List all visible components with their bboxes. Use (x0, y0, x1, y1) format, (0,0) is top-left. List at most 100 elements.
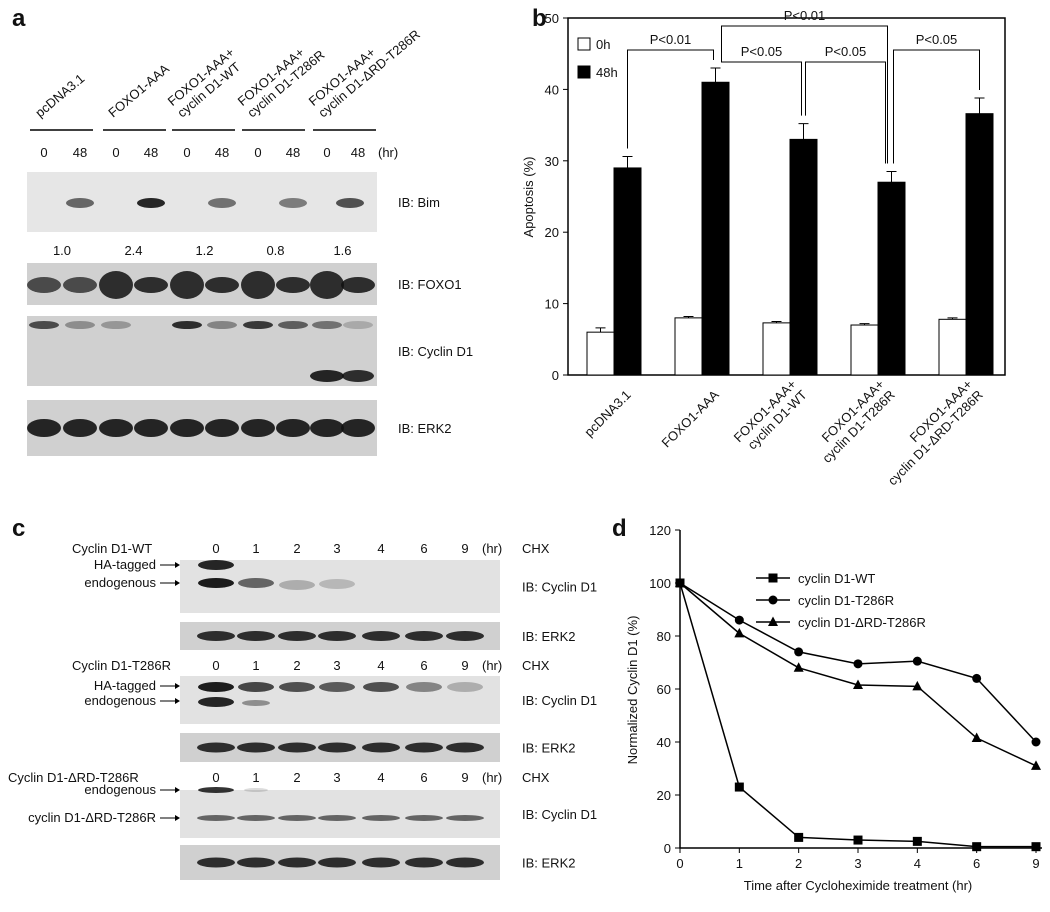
treatment: CHX (522, 541, 550, 556)
band-label: HA-tagged (94, 678, 156, 693)
p-value: P<0.01 (784, 8, 826, 23)
band (362, 815, 400, 821)
time-point: 2 (293, 770, 300, 785)
blot-label: IB: Cyclin D1 (522, 807, 597, 822)
y-tick-label: 30 (545, 154, 559, 169)
marker (853, 659, 863, 669)
bar (938, 318, 967, 376)
band (446, 815, 484, 821)
y-tick-label: 100 (649, 576, 671, 591)
bar (586, 331, 615, 376)
time-point: 9 (461, 770, 468, 785)
time-label: 0 (254, 145, 261, 160)
lane-group-line: pcDNA3.1 (32, 71, 87, 121)
blot-label: IB: Cyclin D1 (398, 344, 473, 359)
x-tick-label: 2 (795, 856, 802, 871)
band (312, 321, 342, 329)
bim-quant: 1.0 (53, 243, 71, 258)
legend-label: 0h (596, 37, 610, 52)
y-tick-label: 20 (657, 788, 671, 803)
band (363, 682, 399, 692)
band (29, 321, 59, 329)
p-value: P<0.05 (825, 44, 867, 59)
band (278, 857, 316, 868)
marker (768, 573, 778, 583)
band (198, 560, 234, 570)
error-bar (710, 67, 721, 83)
y-tick-label: 40 (545, 82, 559, 97)
band (197, 631, 235, 641)
band (99, 271, 133, 299)
error-bar (947, 317, 958, 320)
y-tick-label: 20 (545, 225, 559, 240)
y-axis-label: Normalized Cyclin D1 (%) (625, 616, 640, 765)
marker (734, 627, 745, 638)
blot-label: IB: Cyclin D1 (522, 693, 597, 708)
band (446, 631, 484, 641)
x-tick-label: 3 (854, 856, 861, 871)
bar (701, 81, 730, 376)
treatment: CHX (522, 770, 550, 785)
marker (793, 662, 804, 672)
band (278, 631, 316, 641)
marker (734, 615, 744, 625)
blot-label: IB: ERK2 (522, 856, 575, 871)
p-bracket (893, 49, 980, 164)
band (343, 321, 373, 329)
panel-label: d (612, 515, 627, 542)
time-point: 4 (377, 541, 384, 556)
p-bracket (805, 61, 886, 164)
time-point: 3 (333, 541, 340, 556)
time-point: 0 (212, 770, 219, 785)
band (279, 198, 307, 208)
arrow-head (175, 787, 180, 793)
band (362, 742, 400, 753)
y-tick-label: 120 (649, 523, 671, 538)
arrow-head (175, 698, 180, 704)
y-tick-label: 60 (657, 682, 671, 697)
band (310, 419, 344, 437)
time-label: 0 (183, 145, 190, 160)
lane-group-label: FOXO1-AAA+cyclin D1-ΔRD-T286R (306, 15, 423, 120)
lane-group-line: cyclin D1-ΔRD-T286R (315, 27, 423, 121)
band (238, 578, 274, 588)
time-label: 48 (73, 145, 87, 160)
treatment: CHX (522, 658, 550, 673)
band (198, 787, 234, 793)
band (405, 815, 443, 821)
x-tick-label: pcDNA3.1 (581, 387, 634, 440)
error-bar (622, 156, 633, 168)
time-label: 0 (40, 145, 47, 160)
bim-quant: 0.8 (266, 243, 284, 258)
time-point: 6 (420, 541, 427, 556)
bar (965, 113, 994, 376)
error-bar (974, 97, 985, 114)
band (63, 419, 97, 437)
band (207, 321, 237, 329)
band (243, 321, 273, 329)
blot-label: IB: ERK2 (522, 741, 575, 756)
blot-label: IB: Bim (398, 195, 440, 210)
band (241, 419, 275, 437)
marker (734, 782, 744, 792)
band (198, 578, 234, 588)
p-bracket (721, 59, 802, 116)
band (172, 321, 202, 329)
x-tick-line: pcDNA3.1 (581, 387, 634, 440)
y-tick-label: 0 (552, 368, 559, 383)
bar (789, 138, 818, 376)
band (278, 815, 316, 821)
band (197, 742, 235, 753)
time-label: 0 (323, 145, 330, 160)
error-bar (798, 123, 809, 140)
band (362, 857, 400, 868)
bar (613, 167, 642, 376)
panel-label: c (12, 515, 25, 542)
band-label: endogenous (84, 782, 156, 797)
y-tick-label: 10 (545, 297, 559, 312)
bar (674, 317, 703, 376)
time-point: 6 (420, 658, 427, 673)
x-tick-line: FOXO1-AAA (659, 387, 722, 450)
band (319, 579, 355, 589)
